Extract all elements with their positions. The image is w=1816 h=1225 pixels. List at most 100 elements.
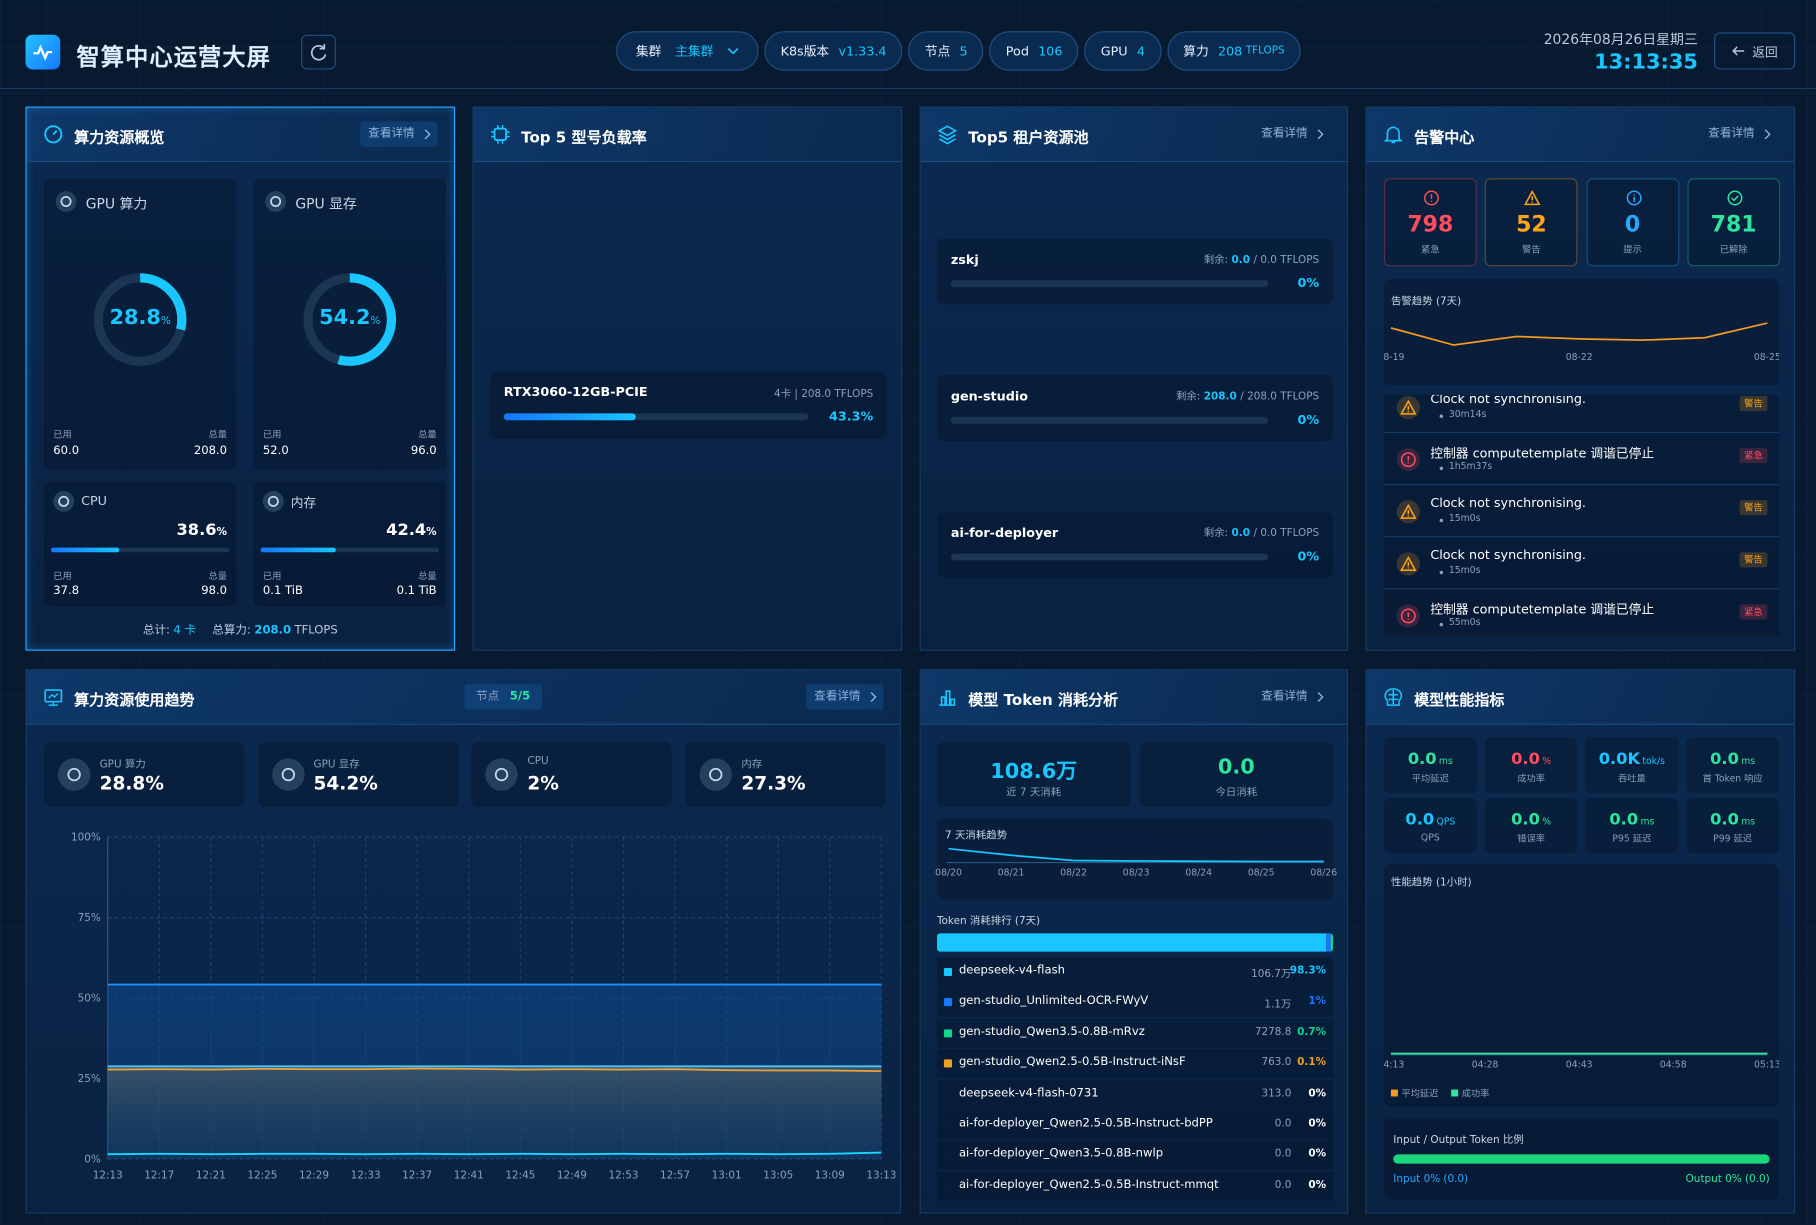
x-tick-label: 08/20 [935, 867, 962, 878]
share-label: 0% [1308, 1118, 1326, 1130]
x-tick-label: 04:28 [1471, 1059, 1499, 1070]
tenant-number: 0 [1297, 548, 1307, 564]
trend-title: 告警趋势 (7天) [1390, 296, 1462, 308]
cluster-select[interactable]: 集群 主集群 [616, 31, 759, 71]
x-tick-label: 08/22 [1060, 867, 1087, 878]
alert-title: Clock not synchronising. [1430, 394, 1586, 407]
ratio-title: Input / Output Token 比例 [1393, 1134, 1524, 1147]
panel-model-load: Top 5 型号负载率 RTX3060-12GB-PCIE 4卡 | 208.0 … [472, 106, 903, 651]
tenant-unit: % [1306, 548, 1320, 564]
stat-value: 54.2% [313, 772, 378, 795]
metric-unit: QPS [1436, 816, 1456, 827]
model-name: gen-studio_Qwen2.5-0.5B-Instruct-iNsF [958, 1056, 1186, 1069]
tenant-remain: 剩余: 0.0/ 0.0 TFLOPS [1204, 251, 1319, 267]
tenant-value: 0% [1298, 276, 1320, 291]
trend-line [1390, 322, 1768, 346]
alert-item[interactable]: Clock not synchronising. 15m0s 警告 [1384, 537, 1779, 590]
chevron [870, 692, 877, 702]
total-value: 208.0 [193, 444, 227, 458]
ranking-row: deepseek-v4-flash-0731 313.0 0% [936, 1079, 1334, 1109]
metric-value: 0.0 ms [1384, 747, 1477, 769]
trend-chart [1390, 322, 1768, 346]
icon-bg [699, 758, 733, 791]
gauge-value: 54.2% [254, 306, 446, 330]
tenant-remain: 剩余: 0.0/ 0.0 TFLOPS [1204, 525, 1319, 540]
usage-stat: GPU 算力 28.8% [44, 742, 245, 808]
token-stat: 0.0 今日消耗 [1139, 742, 1334, 808]
model-name: ai-for-deployer_Qwen2.5-0.5B-Instruct-bd… [958, 1117, 1213, 1131]
level-icon [1400, 608, 1416, 624]
icon-bg [485, 758, 519, 791]
remain-label: 剩余: [1203, 527, 1229, 540]
detail-link[interactable]: 查看详情 [806, 684, 884, 710]
row-dot [943, 998, 953, 1007]
level-icon [1400, 452, 1416, 468]
share-number: 0 [1308, 1179, 1316, 1192]
trend-chart [1390, 1052, 1768, 1056]
detail-link[interactable]: 查看详情 [360, 121, 438, 148]
detail-link[interactable]: 查看详情 [1253, 684, 1331, 709]
x-tick-label: 12:49 [557, 1170, 587, 1182]
chip-unit: TFLOPS [1245, 45, 1285, 57]
icon-shape [267, 495, 279, 507]
alert-title: 控制器 computetemplate 调谐已停止 [1430, 445, 1655, 461]
refresh-button[interactable] [301, 34, 336, 70]
token-value: 106.7万 [1251, 969, 1292, 981]
legend-swatch [1390, 1089, 1398, 1097]
clock: 13:13:35 [1594, 49, 1698, 75]
metric-label: 成功率 [1517, 773, 1545, 784]
metric-value: 0.0% [1485, 747, 1578, 769]
alert-item[interactable]: 控制器 computetemplate 调谐已停止 55m0s 紧急 [1384, 589, 1779, 636]
alert-item[interactable]: Clock not synchronising. 15m0s 警告 [1384, 485, 1779, 538]
ranking-row: ai-for-deployer_Qwen2.5-0.5B-Instruct-bd… [936, 1110, 1334, 1140]
panel-header: 模型 Token 消耗分析 查看详情 [920, 670, 1347, 725]
token-stat-value: 0.0 [1217, 754, 1255, 780]
count-value: 4 卡 [173, 624, 197, 637]
model-name: ai-for-deployer_Qwen2.5-0.5B-Instruct-mm… [958, 1178, 1219, 1192]
x-tick-label: 13:05 [763, 1170, 793, 1182]
level-icon [1524, 190, 1541, 206]
panel-title: Top5 租户资源池 [968, 129, 1089, 148]
total-label: 总量 [418, 429, 437, 440]
bullet [1439, 570, 1444, 575]
gauge-unit: % [160, 316, 171, 328]
share-segment [1326, 933, 1331, 952]
row-dot [943, 967, 953, 977]
alert-item[interactable]: 控制器 computetemplate 调谐已停止 1h5m37s 紧急 [1384, 433, 1779, 486]
y-tick-label: 0% [84, 1153, 101, 1165]
chip-value: 106 [1038, 43, 1063, 59]
load-number: 43.3 [829, 408, 861, 424]
share-number: 0 [1308, 1118, 1316, 1131]
total-label: 总量 [418, 570, 437, 582]
detail-link[interactable]: 查看详情 [1700, 122, 1778, 147]
series-line [107, 1151, 882, 1156]
back-label: 返回 [1752, 45, 1778, 61]
x-tick-label: 04:13 [1384, 1059, 1405, 1070]
stat-icon [699, 758, 733, 791]
alert-icon-bg [1396, 448, 1420, 472]
share-number: 0 [1308, 1149, 1316, 1161]
panel-title: 算力资源使用趋势 [74, 692, 195, 710]
tenant-unit: % [1306, 275, 1320, 291]
metric-label: 错误率 [1517, 833, 1545, 845]
alert-count: 781 [1710, 211, 1757, 238]
metric-value: 0.0 QPS [1384, 807, 1477, 829]
bullet [1439, 466, 1444, 471]
metric-label: QPS [1420, 832, 1440, 843]
x-tick-label: 08/26 [1310, 867, 1338, 878]
remain-total: / 208.0 TFLOPS [1240, 391, 1320, 403]
detail-link[interactable]: 查看详情 [1253, 122, 1331, 147]
metric-number: 0.0 [1405, 810, 1435, 830]
gauge [303, 273, 397, 366]
back-button[interactable]: 返回 [1714, 32, 1796, 70]
level-icon [1727, 190, 1743, 206]
total-value: 0.1 TiB [396, 584, 437, 598]
token-value: 313.0 [1261, 1087, 1292, 1100]
model-item: RTX3060-12GB-PCIE 4卡 | 208.0 TFLOPS 43.3% [489, 371, 888, 439]
alert-item[interactable]: Clock not synchronising. 30m14s 警告 [1384, 394, 1779, 434]
chevron-icon [1764, 129, 1771, 139]
legend-label: 平均延迟 [1401, 1088, 1439, 1099]
